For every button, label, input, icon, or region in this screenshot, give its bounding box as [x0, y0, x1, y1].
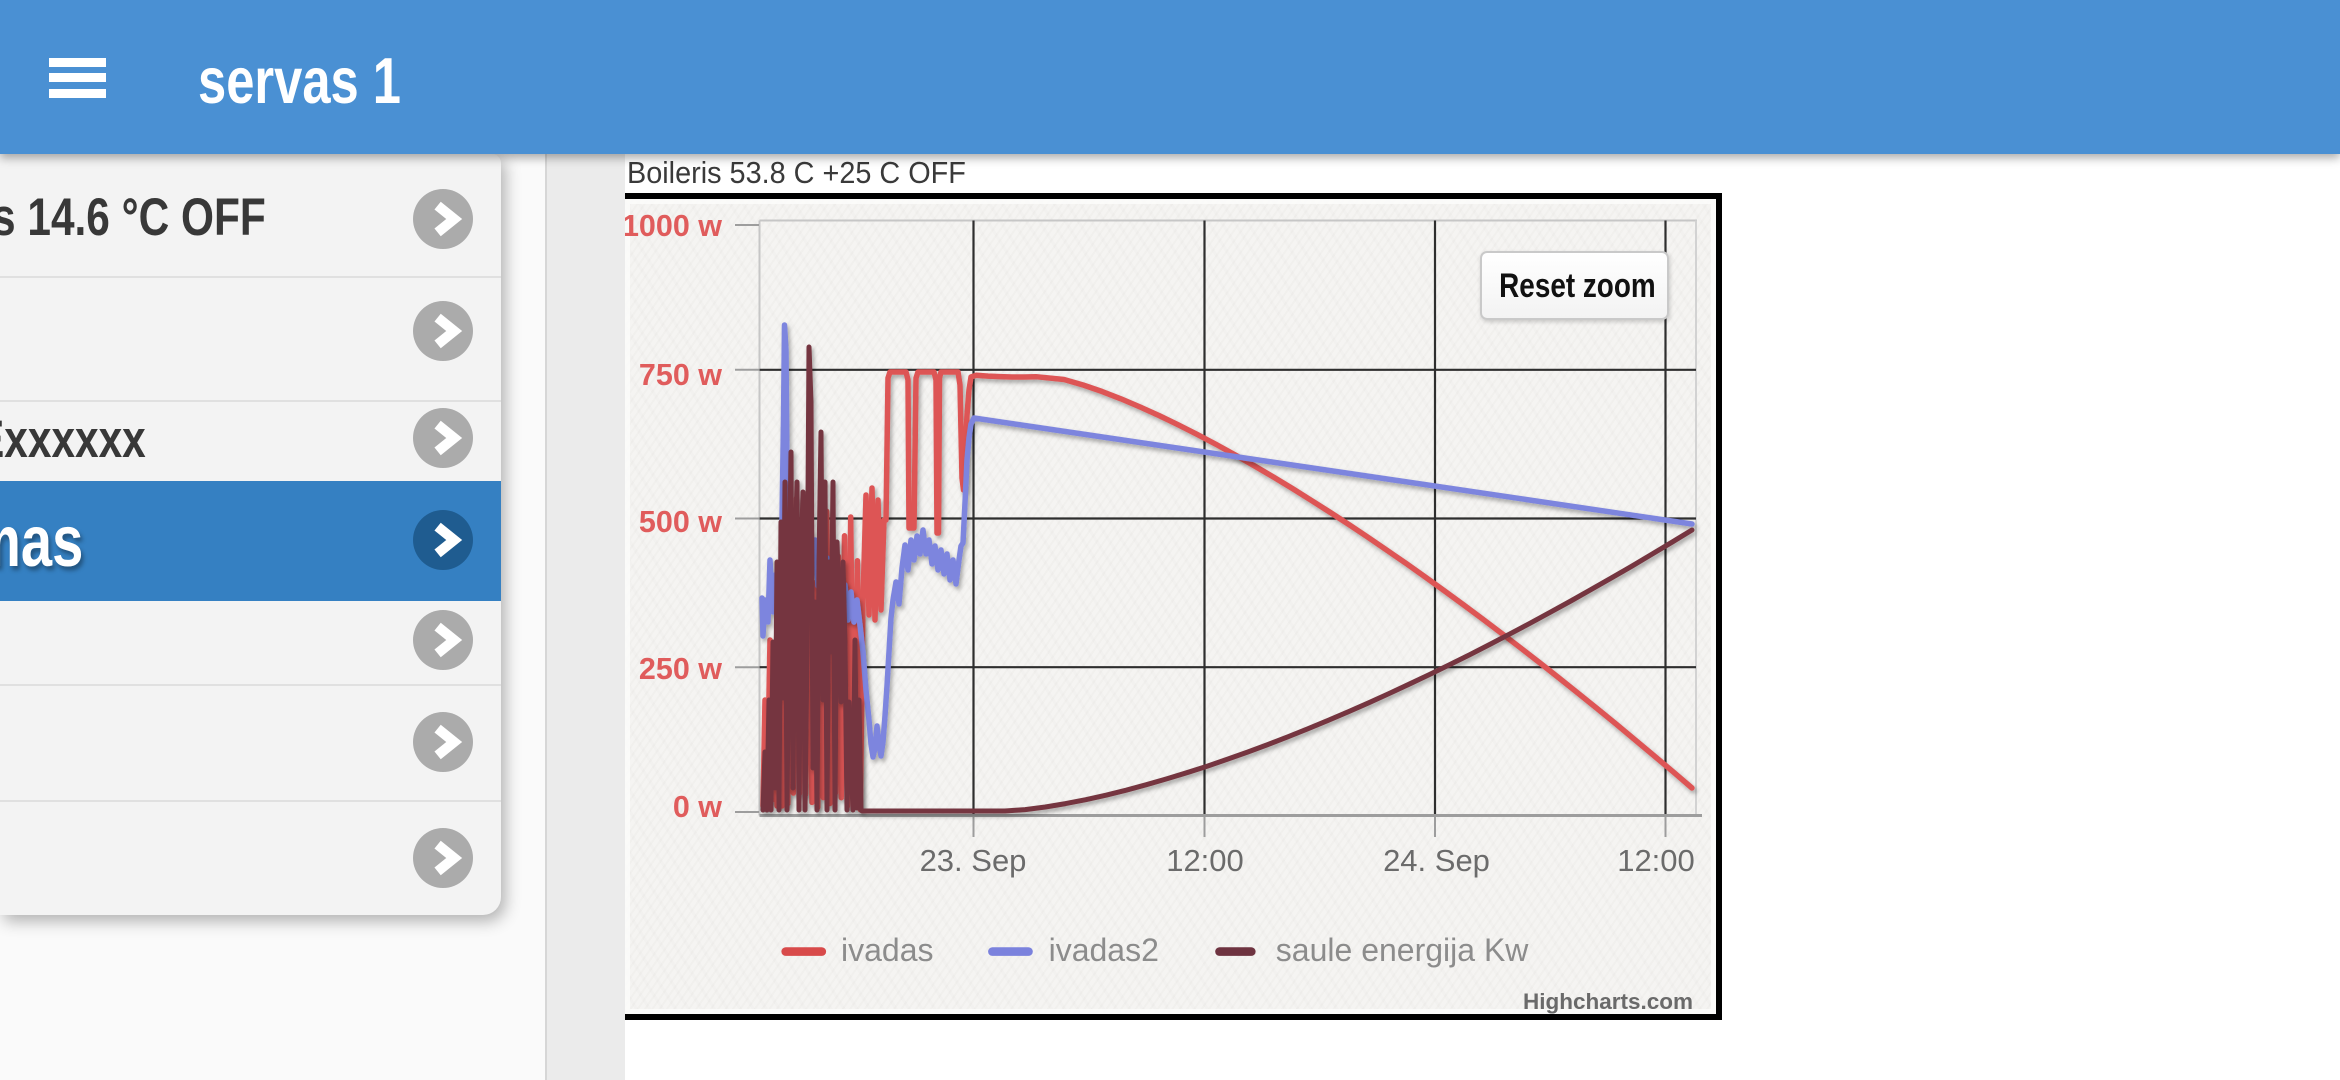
svg-text:500 w: 500 w: [639, 505, 722, 539]
svg-text:ivadas2: ivadas2: [1049, 932, 1159, 968]
svg-text:1000 w: 1000 w: [625, 209, 722, 243]
svg-text:23. Sep: 23. Sep: [920, 843, 1027, 878]
svg-text:0 w: 0 w: [673, 790, 722, 824]
svg-text:250 w: 250 w: [639, 652, 722, 686]
svg-text:Highcharts.com: Highcharts.com: [1523, 989, 1693, 1014]
svg-text:24. Sep: 24. Sep: [1383, 843, 1490, 878]
svg-text:ivadas: ivadas: [841, 932, 934, 968]
svg-text:12:00: 12:00: [1617, 843, 1695, 878]
svg-text:saule energija Kw: saule energija Kw: [1276, 932, 1529, 968]
svg-text:750 w: 750 w: [639, 358, 722, 392]
svg-text:12:00: 12:00: [1166, 843, 1244, 878]
